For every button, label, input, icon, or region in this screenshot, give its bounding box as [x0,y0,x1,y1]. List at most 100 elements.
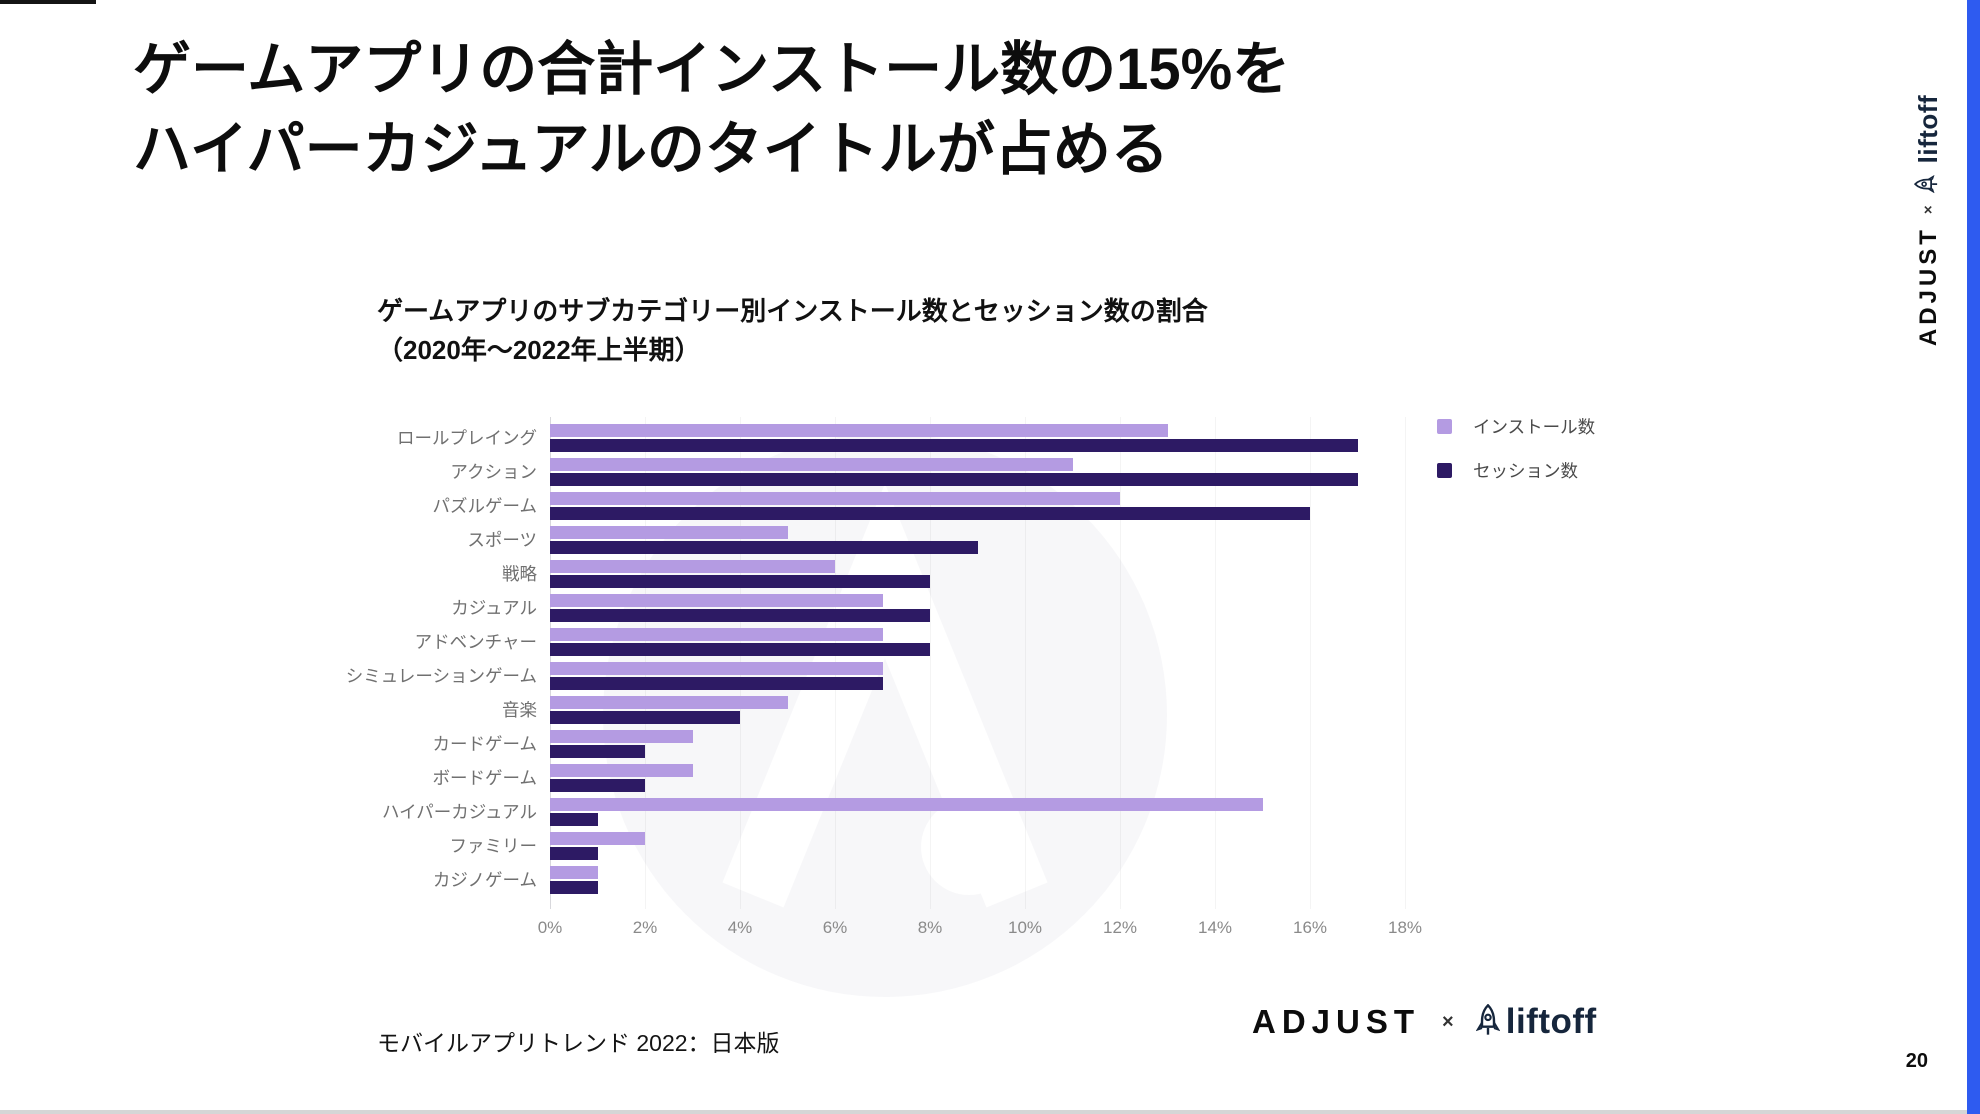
legend-label: セッション数 [1473,461,1578,481]
liftoff-logo-text: liftoff [1505,1002,1597,1041]
session-bar [550,643,930,656]
session-bar [550,677,883,690]
bar-row: アドベンチャー [295,625,1430,659]
install-bar [550,458,1073,471]
bar-row: パズルゲーム [295,489,1430,523]
bar-group [550,727,1430,758]
session-bar [550,609,930,622]
bar-row: シミュレーションゲーム [295,659,1430,693]
legend-label: インストール数 [1473,417,1596,437]
install-bar [550,424,1168,437]
session-bar [550,439,1358,452]
category-label: 音楽 [502,700,537,720]
x-tick-label: 0% [537,918,563,937]
category-label: ファミリー [449,836,538,856]
category-label: アクション [450,462,537,482]
footer-brand-lockup: ADJUST × liftoff [1252,1002,1597,1042]
category-label: カジノゲーム [432,870,537,890]
liftoff-rocket-icon [1914,174,1944,194]
brand-cross: × [1442,1010,1454,1033]
bar-row: スポーツ [295,523,1430,557]
bar-row: カジノゲーム [295,863,1430,897]
session-bar [550,711,740,724]
side-brand-lockup: ADJUST × liftoff [1894,50,1964,390]
session-bar [550,881,598,894]
x-tick-label: 16% [1292,918,1328,937]
bar-group [550,795,1430,826]
chart-title-line1: ゲームアプリのサブカテゴリー別インストール数とセッション数の割合 [377,296,1208,326]
chart-title: ゲームアプリのサブカテゴリー別インストール数とセッション数の割合 （2020年〜… [377,292,1208,370]
install-bar [550,492,1120,505]
bar-group [550,523,1430,554]
bar-row: ファミリー [295,829,1430,863]
liftoff-rocket-icon [1475,1003,1501,1041]
install-bar [550,662,883,675]
x-tick-label: 4% [727,918,753,937]
chart-legend: インストール数 セッション数 [1437,414,1595,502]
install-bar [550,798,1263,811]
bar-group [550,557,1430,588]
install-bar [550,866,598,879]
legend-item: セッション数 [1437,458,1595,483]
adjust-logo-text: ADJUST [1252,1003,1421,1040]
session-bar [550,541,978,554]
x-tick-label: 12% [1102,918,1138,937]
x-tick-label: 14% [1197,918,1233,937]
bar-group [550,455,1430,486]
bar-group [550,659,1430,690]
bar-group [550,625,1430,656]
session-bar [550,779,645,792]
bar-group [550,829,1430,860]
bar-row: ハイパーカジュアル [295,795,1430,829]
category-label: アドベンチャー [414,632,537,652]
session-bar [550,473,1358,486]
bar-chart: ロールプレイングアクションパズルゲームスポーツ戦略カジュアルアドベンチャーシミュ… [295,421,1430,897]
category-label: カジュアル [451,598,537,618]
category-label: スポーツ [467,530,537,550]
install-bar [550,560,835,573]
session-bar [550,575,930,588]
category-label: カードゲーム [432,734,537,754]
slide-title-line1: ゲームアプリの合計インストール数の15%を [133,37,1291,102]
x-tick-label: 8% [917,918,943,937]
install-bar [550,526,788,539]
x-tick-label: 18% [1387,918,1423,937]
bar-group [550,693,1430,724]
legend-swatch-session [1437,463,1452,478]
install-bar [550,696,788,709]
bar-group [550,863,1430,894]
install-bar [550,594,883,607]
bar-row: ボードゲーム [295,761,1430,795]
install-bar [550,832,645,845]
bar-row: 戦略 [295,557,1430,591]
category-label: パズルゲーム [432,496,537,516]
bar-group [550,489,1430,520]
page-number: 20 [1905,1050,1928,1072]
bar-row: ロールプレイング [295,421,1430,455]
x-tick-label: 10% [1007,918,1043,937]
x-tick-label: 6% [822,918,848,937]
session-bar [550,507,1310,520]
x-tick-label: 2% [632,918,658,937]
legend-swatch-install [1437,419,1452,434]
bar-group [550,421,1430,452]
install-bar [550,730,693,743]
brand-cross: × [1920,204,1938,214]
bar-row: 音楽 [295,693,1430,727]
slide-title-line2: ハイパーカジュアルのタイトルが占める [133,117,1169,182]
bar-row: カジュアル [295,591,1430,625]
session-bar [550,813,598,826]
footer-source-text: モバイルアプリトレンド 2022：日本版 [377,1030,780,1056]
category-label: シミュレーションゲーム [345,666,537,686]
bar-row: カードゲーム [295,727,1430,761]
chart-title-line2: （2020年〜2022年上半期） [377,335,701,365]
right-accent-strip [1967,0,1980,1114]
slide-title: ゲームアプリの合計インストール数の15%を ハイパーカジュアルのタイトルが占める [133,30,1290,190]
install-bar [550,628,883,641]
top-edge-artifact [0,0,96,4]
category-label: ハイパーカジュアル [381,802,537,822]
x-axis: 0% 2% 4% 6% 8% 10% 12% 14% 16% 18% [538,918,1450,942]
bar-group [550,761,1430,792]
category-label: 戦略 [502,564,537,584]
